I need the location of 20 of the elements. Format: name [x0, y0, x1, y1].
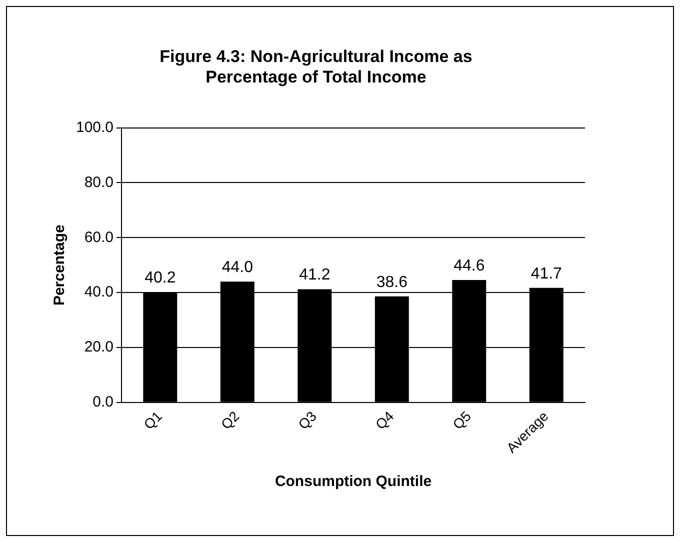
- y-axis-title: Percentage: [51, 224, 68, 306]
- x-tick-label: Q2: [218, 408, 242, 432]
- x-tick-label: Q4: [372, 408, 397, 432]
- y-tick-label: 40.0: [84, 284, 114, 301]
- data-label: 38.6: [376, 274, 408, 291]
- data-label: 41.2: [299, 266, 330, 284]
- data-label: 44.0: [222, 259, 254, 276]
- y-tick-label: 100.0: [76, 118, 114, 136]
- data-label: 44.6: [454, 257, 485, 274]
- y-tick-label: 0.0: [92, 394, 114, 411]
- y-tick-label: 60.0: [84, 228, 114, 246]
- x-axis-title: Consumption Quintile: [274, 473, 432, 490]
- chart-title: Figure 4.3: Non-Agricultural Income as Percentage of Total Income: [160, 46, 472, 86]
- y-tick-label: 20.0: [84, 338, 114, 356]
- data-label: 41.7: [530, 265, 562, 282]
- data-label: 40.2: [144, 269, 176, 286]
- y-tick-label: 80.0: [84, 174, 114, 191]
- x-tick-label: Q3: [294, 408, 320, 432]
- x-tick-label: Q1: [140, 408, 166, 432]
- x-tick-label: Q5: [449, 408, 474, 432]
